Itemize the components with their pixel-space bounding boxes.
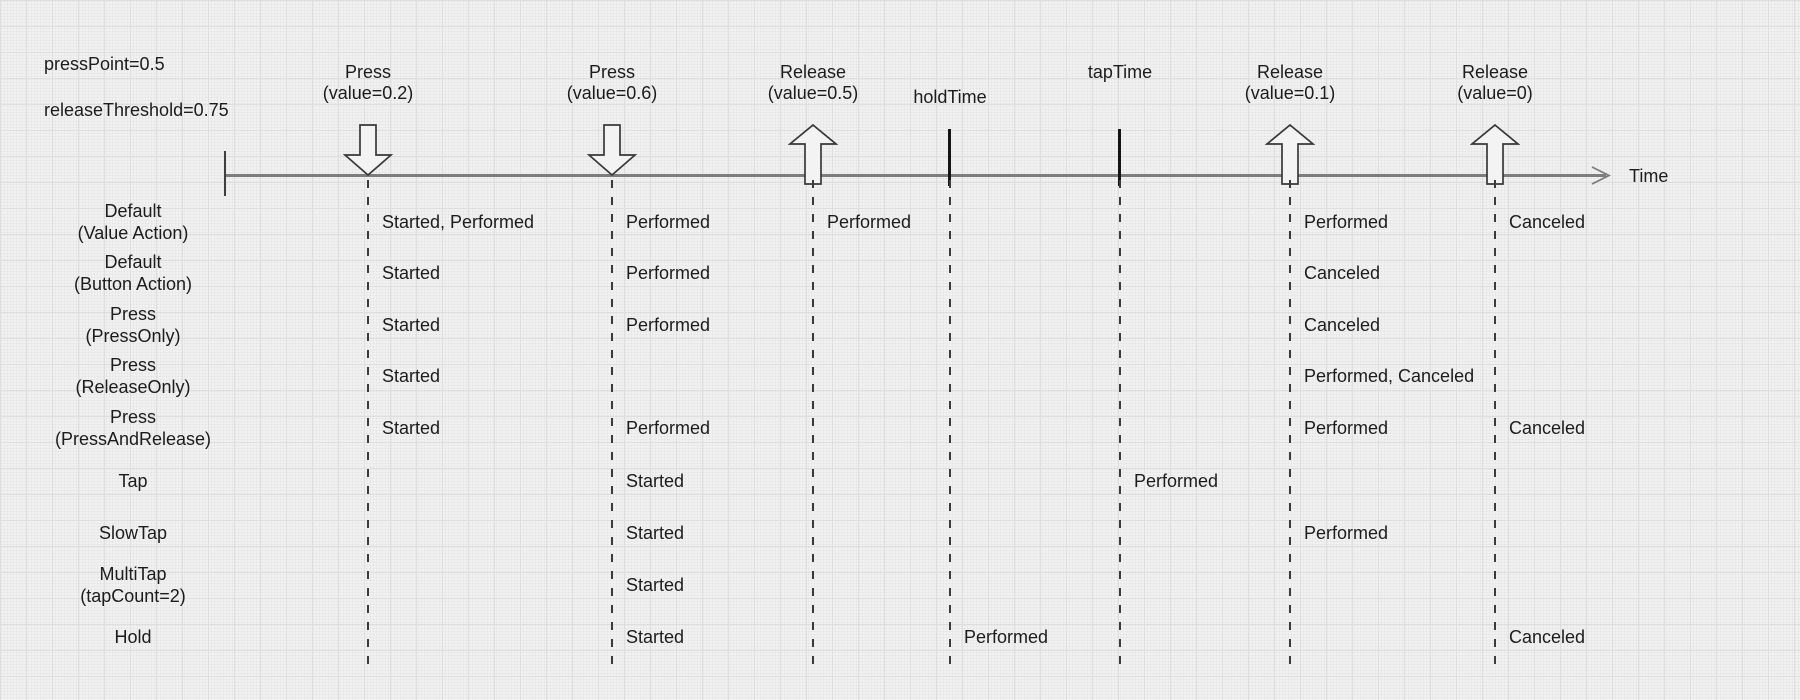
row-label-6: SlowTap <box>98 523 168 543</box>
marker-label-release00: Release (value=0) <box>1457 62 1533 103</box>
event-cell-7-press2: Started <box>626 575 685 595</box>
time-tick-tapTime <box>1118 129 1121 186</box>
marker-label-press1: Press (value=0.2) <box>322 62 414 103</box>
dashed-guide-line-press1 <box>367 180 369 666</box>
marker-label-holdTime: holdTime <box>913 87 987 107</box>
time-axis-arrowhead-icon <box>1591 166 1612 185</box>
event-cell-8-release00: Canceled <box>1509 627 1586 647</box>
marker-label-release01: Release (value=0.1) <box>1244 62 1336 103</box>
event-cell-4-release01: Performed <box>1304 418 1389 438</box>
row-label-1: Default (Button Action) <box>73 252 193 294</box>
row-label-0: Default (Value Action) <box>77 201 189 243</box>
row-label-7: MultiTap (tapCount=2) <box>80 564 186 606</box>
time-axis-label: Time <box>1629 166 1669 186</box>
parameters-note: pressPoint=0.5 releaseThreshold=0.75 <box>44 30 229 145</box>
event-cell-4-press2: Performed <box>626 418 711 438</box>
dashed-guide-line-release00 <box>1494 180 1496 666</box>
row-label-8: Hold <box>114 627 152 647</box>
dashed-guide-line-release05 <box>812 180 814 666</box>
marker-label-press2: Press (value=0.6) <box>566 62 658 103</box>
event-cell-0-release00: Canceled <box>1509 212 1586 232</box>
press-arrow-icon <box>342 124 394 181</box>
dashed-guide-line-holdTime <box>949 180 951 666</box>
event-cell-8-holdTime: Performed <box>964 627 1049 647</box>
event-cell-1-press1: Started <box>382 263 441 283</box>
event-cell-2-press1: Started <box>382 315 441 335</box>
event-cell-3-release01: Performed, Canceled <box>1304 366 1475 386</box>
release-threshold-value: releaseThreshold=0.75 <box>44 100 229 120</box>
event-cell-4-release00: Canceled <box>1509 418 1586 438</box>
time-tick-holdTime <box>948 129 951 186</box>
row-label-4: Press (PressAndRelease) <box>54 407 212 449</box>
event-cell-6-release01: Performed <box>1304 523 1389 543</box>
marker-label-release05: Release (value=0.5) <box>767 62 859 103</box>
marker-label-tapTime: tapTime <box>1087 62 1153 82</box>
event-cell-0-release01: Performed <box>1304 212 1389 232</box>
event-cell-5-press2: Started <box>626 471 685 491</box>
event-cell-6-press2: Started <box>626 523 685 543</box>
event-cell-2-press2: Performed <box>626 315 711 335</box>
event-cell-5-tapTime: Performed <box>1134 471 1219 491</box>
event-cell-0-press2: Performed <box>626 212 711 232</box>
time-axis <box>225 174 1606 177</box>
event-cell-0-press1: Started, Performed <box>382 212 535 232</box>
event-cell-4-press1: Started <box>382 418 441 438</box>
dashed-guide-line-tapTime <box>1119 180 1121 666</box>
event-cell-0-release05: Performed <box>827 212 912 232</box>
dashed-guide-line-press2 <box>611 180 613 666</box>
event-cell-1-release01: Canceled <box>1304 263 1381 283</box>
axis-start-tick <box>224 151 226 196</box>
dashed-guide-line-release01 <box>1289 180 1291 666</box>
event-cell-2-release01: Canceled <box>1304 315 1381 335</box>
event-cell-3-press1: Started <box>382 366 441 386</box>
press-arrow-icon <box>586 124 638 181</box>
event-cell-1-press2: Performed <box>626 263 711 283</box>
event-cell-8-press2: Started <box>626 627 685 647</box>
press-point-value: pressPoint=0.5 <box>44 54 165 74</box>
row-label-5: Tap <box>118 471 148 491</box>
row-label-2: Press (PressOnly) <box>85 304 181 346</box>
row-label-3: Press (ReleaseOnly) <box>75 355 191 397</box>
